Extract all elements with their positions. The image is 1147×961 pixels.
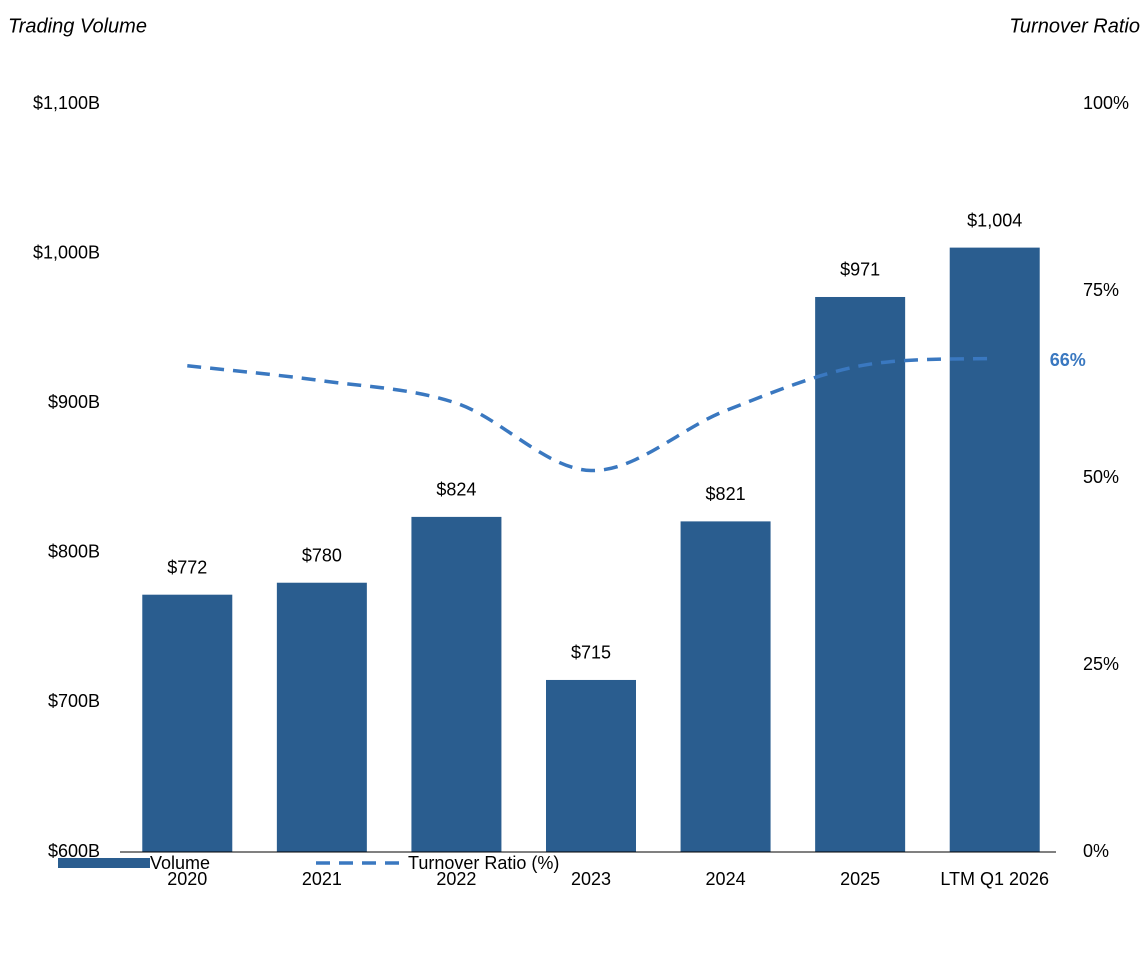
y-tick-label: $700B xyxy=(48,691,100,711)
y2-tick-label: 75% xyxy=(1083,280,1119,300)
bar xyxy=(142,594,233,852)
x-tick-label: 2024 xyxy=(706,869,746,889)
data-label: $821 xyxy=(706,484,746,504)
data-label: $1,004 xyxy=(967,210,1022,230)
y2-tick-label: 50% xyxy=(1083,467,1119,487)
bar xyxy=(680,521,771,852)
x-tick-label: LTM Q1 2026 xyxy=(940,869,1049,889)
y-axis-title: Trading Volume xyxy=(8,15,147,37)
bar xyxy=(546,679,636,852)
y2-axis-title: Turnover Ratio xyxy=(1009,15,1140,37)
line-end-label: 66% xyxy=(1050,350,1086,370)
bar xyxy=(276,582,367,852)
x-tick-label: 2020 xyxy=(167,869,207,889)
y-tick-label: $1,100B xyxy=(33,93,100,113)
x-tick-label: 2023 xyxy=(571,869,611,889)
legend-label: Volume xyxy=(150,853,210,873)
legend-label: Turnover Ratio (%) xyxy=(408,853,559,873)
bar xyxy=(411,516,502,852)
y-tick-label: $800B xyxy=(48,542,100,562)
data-label: $772 xyxy=(167,557,207,577)
data-label: $824 xyxy=(436,480,476,500)
data-label: $715 xyxy=(571,643,611,663)
x-tick-label: 2022 xyxy=(436,869,476,889)
y2-tick-label: 0% xyxy=(1083,841,1109,861)
bar xyxy=(949,247,1040,853)
data-label: $780 xyxy=(302,545,342,565)
x-tick-label: 2021 xyxy=(302,869,342,889)
y-tick-label: $1,000B xyxy=(33,242,100,262)
y-tick-label: $900B xyxy=(48,392,100,412)
x-tick-label: 2025 xyxy=(840,869,880,889)
y2-tick-label: 25% xyxy=(1083,654,1119,674)
y-tick-label: $600B xyxy=(48,841,100,861)
line xyxy=(187,356,995,473)
legend-swatch xyxy=(58,858,150,868)
y2-tick-label: 100% xyxy=(1083,93,1129,113)
bar xyxy=(815,296,906,852)
data-label: $971 xyxy=(840,260,880,280)
